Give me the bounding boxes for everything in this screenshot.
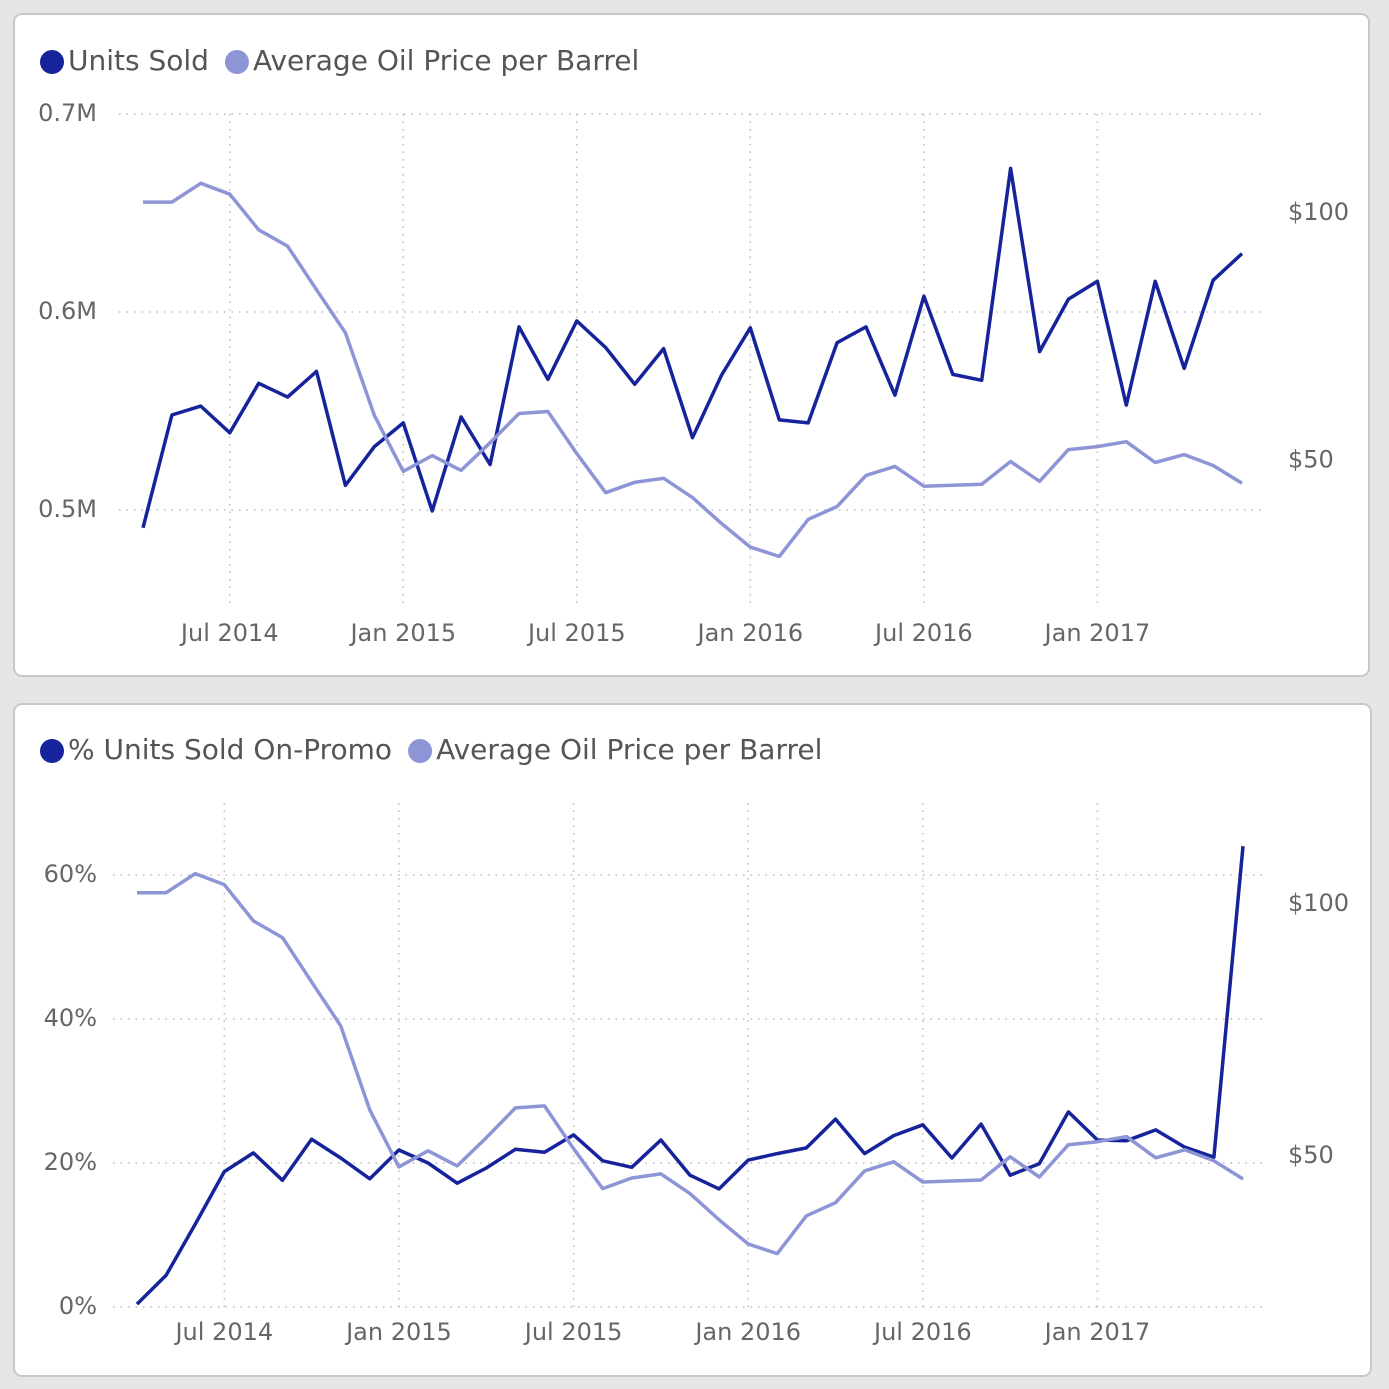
x-tick-label: Jul 2016 (872, 1318, 972, 1346)
x-tick-label: Jan 2017 (1043, 1318, 1151, 1346)
series-line (141, 166, 1244, 529)
y-tick-label: 0% (59, 1292, 97, 1320)
y-tick-label: 60% (44, 860, 97, 888)
y-tick-label: 0.5M (38, 495, 97, 523)
y-tick-label: 0.7M (38, 99, 97, 127)
y2-tick-label: $50 (1288, 446, 1334, 474)
x-tick-label: Jan 2016 (693, 1318, 801, 1346)
y-tick-label: 20% (44, 1148, 97, 1176)
x-tick-label: Jul 2015 (523, 1318, 623, 1346)
y2-tick-label: $100 (1288, 198, 1349, 226)
legend-marker (408, 739, 433, 763)
y2-tick-label: $100 (1288, 889, 1349, 917)
legend-marker (40, 739, 64, 763)
legend-label: Units Sold (68, 44, 209, 77)
x-tick-label: Jul 2014 (179, 619, 279, 647)
x-tick-label: Jan 2015 (344, 1318, 452, 1346)
x-tick-label: Jul 2016 (873, 619, 973, 647)
series-line (135, 846, 1245, 1306)
legend-marker (40, 50, 64, 74)
series-line (137, 871, 1244, 1256)
legend-label: % Units Sold On-Promo (68, 733, 392, 766)
series-line (143, 181, 1243, 559)
legend-label: Average Oil Price per Barrel (436, 733, 822, 766)
legend-label: Average Oil Price per Barrel (253, 44, 639, 77)
panel (13, 703, 1372, 1377)
x-tick-label: Jul 2014 (173, 1318, 273, 1346)
y2-tick-label: $50 (1288, 1141, 1334, 1169)
x-tick-label: Jan 2016 (695, 619, 803, 647)
y-tick-label: 40% (44, 1004, 97, 1032)
y-tick-label: 0.6M (38, 297, 97, 325)
x-tick-label: Jan 2015 (348, 619, 456, 647)
x-tick-label: Jul 2015 (526, 619, 626, 647)
x-tick-label: Jan 2017 (1043, 619, 1151, 647)
legend-marker (224, 50, 249, 74)
